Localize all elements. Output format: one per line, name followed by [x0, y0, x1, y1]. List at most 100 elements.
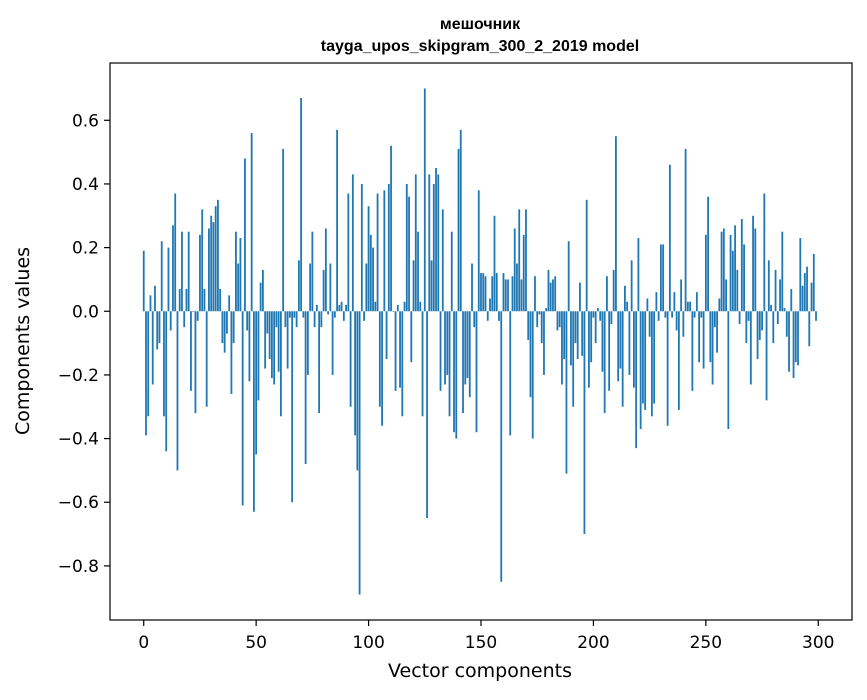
bar — [338, 304, 341, 312]
bar — [381, 311, 383, 426]
bar — [558, 311, 561, 328]
plot-frame — [109, 62, 853, 621]
bar — [363, 311, 365, 321]
bar — [360, 183, 363, 312]
bar — [641, 311, 644, 404]
bar — [176, 311, 179, 471]
bar — [700, 311, 703, 318]
bar — [704, 234, 707, 312]
bar — [327, 311, 329, 315]
bar — [257, 311, 260, 401]
bar — [284, 311, 287, 328]
bar — [266, 311, 269, 334]
bar — [288, 311, 291, 318]
x-axis-label: Vector components — [388, 660, 572, 682]
bar — [142, 250, 145, 312]
bar — [727, 311, 730, 430]
bar — [324, 228, 327, 312]
bar — [736, 269, 739, 312]
x-tick-label: 50 — [245, 633, 267, 653]
bar — [428, 174, 431, 312]
bar — [639, 311, 642, 430]
y-tick-label: −0.6 — [58, 493, 99, 513]
bar — [374, 301, 377, 312]
bar — [743, 244, 745, 312]
bar — [480, 273, 482, 312]
bar — [597, 308, 599, 312]
bar — [790, 288, 793, 312]
bar — [226, 311, 228, 334]
bar — [318, 311, 321, 414]
bar — [194, 311, 197, 414]
bar — [149, 295, 152, 312]
bar — [770, 304, 772, 312]
bar — [473, 311, 476, 328]
bar — [385, 311, 388, 359]
bar — [812, 253, 815, 312]
bar — [752, 215, 754, 312]
bar — [410, 311, 413, 363]
bar — [691, 311, 694, 391]
bar — [565, 311, 568, 474]
bar — [619, 311, 622, 369]
bar — [624, 285, 626, 312]
bar — [606, 276, 608, 312]
bar — [151, 311, 154, 385]
bar — [237, 263, 240, 312]
bar — [219, 288, 222, 312]
bar — [286, 311, 289, 369]
bar — [331, 311, 334, 375]
bar — [664, 311, 667, 318]
bar — [297, 260, 300, 312]
bar — [740, 218, 743, 312]
bar — [747, 311, 750, 321]
x-tick-label: 100 — [352, 633, 384, 653]
bar — [588, 311, 590, 388]
x-tick-label: 0 — [138, 633, 149, 653]
bar — [423, 88, 426, 312]
bar — [637, 238, 640, 312]
bar — [471, 263, 473, 312]
bar — [713, 311, 716, 328]
bar — [489, 298, 491, 312]
bar — [612, 269, 615, 312]
bar — [686, 301, 689, 312]
bar — [421, 311, 424, 417]
bar — [482, 273, 485, 312]
bar — [178, 288, 181, 312]
bar — [761, 311, 763, 331]
bar — [504, 279, 507, 312]
bar — [626, 301, 629, 312]
bar — [390, 145, 392, 312]
bar — [336, 129, 338, 312]
bar — [486, 311, 489, 321]
bar — [367, 206, 370, 312]
bar — [707, 196, 709, 312]
bar — [680, 279, 683, 312]
bar — [291, 311, 294, 503]
y-tick-label: 0.6 — [72, 111, 99, 131]
bar — [675, 311, 678, 331]
bar — [342, 311, 345, 321]
bar — [383, 190, 386, 312]
bar — [145, 311, 147, 436]
bar — [223, 311, 226, 353]
bar — [659, 244, 662, 312]
bar — [671, 311, 674, 318]
bar — [273, 311, 276, 385]
bar — [169, 311, 172, 331]
bar — [403, 301, 406, 312]
bar — [633, 311, 635, 388]
y-tick-label: −0.4 — [58, 430, 99, 450]
bar — [567, 241, 570, 312]
bar — [185, 288, 188, 312]
bar-series — [142, 88, 817, 595]
bar — [734, 225, 736, 312]
bar — [536, 311, 539, 328]
bar — [309, 263, 312, 312]
bar — [731, 250, 734, 312]
y-tick-label: 0.4 — [72, 175, 99, 195]
bar — [635, 311, 638, 449]
bar — [239, 238, 242, 312]
bar — [387, 183, 390, 312]
